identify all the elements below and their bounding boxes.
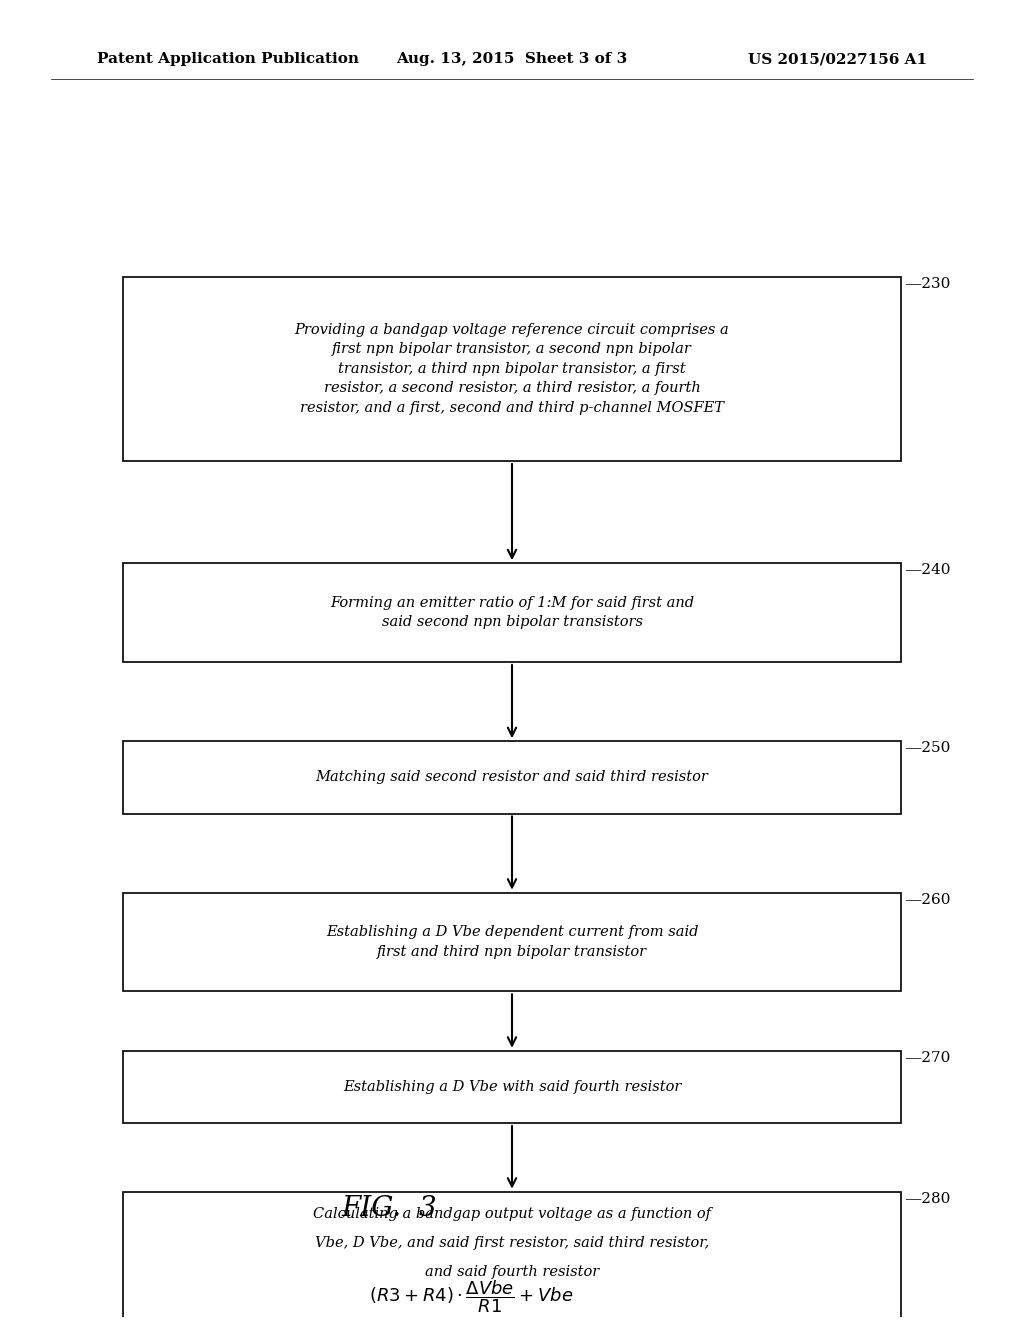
Text: Aug. 13, 2015  Sheet 3 of 3: Aug. 13, 2015 Sheet 3 of 3	[396, 53, 628, 66]
Text: ―270: ―270	[906, 1051, 950, 1065]
Text: Establishing a D Vbe with said fourth resistor: Establishing a D Vbe with said fourth re…	[343, 1080, 681, 1094]
Text: US 2015/0227156 A1: US 2015/0227156 A1	[748, 53, 927, 66]
FancyBboxPatch shape	[123, 741, 901, 813]
FancyBboxPatch shape	[123, 1192, 901, 1320]
Text: Establishing a D Vbe dependent current from said
first and third npn bipolar tra: Establishing a D Vbe dependent current f…	[326, 925, 698, 958]
Text: and said fourth resistor: and said fourth resistor	[425, 1266, 599, 1279]
Text: $(R3 + R4)\cdot\dfrac{\Delta Vbe}{R1} + Vbe$: $(R3 + R4)\cdot\dfrac{\Delta Vbe}{R1} + …	[369, 1279, 573, 1315]
Text: ―230: ―230	[906, 277, 950, 290]
FancyBboxPatch shape	[123, 564, 901, 663]
Text: Matching said second resistor and said third resistor: Matching said second resistor and said t…	[315, 771, 709, 784]
FancyBboxPatch shape	[123, 277, 901, 461]
FancyBboxPatch shape	[123, 1051, 901, 1123]
Text: Patent Application Publication: Patent Application Publication	[97, 53, 359, 66]
Text: FIG.  3: FIG. 3	[341, 1195, 437, 1221]
Text: Vbe, D Vbe, and said first resistor, said third resistor,: Vbe, D Vbe, and said first resistor, sai…	[314, 1237, 710, 1250]
Text: Calculating a bandgap output voltage as a function of: Calculating a bandgap output voltage as …	[313, 1208, 711, 1221]
FancyBboxPatch shape	[123, 892, 901, 991]
Text: ―280: ―280	[906, 1192, 950, 1205]
Text: ―240: ―240	[906, 564, 950, 577]
Text: Providing a bandgap voltage reference circuit comprises a
first npn bipolar tran: Providing a bandgap voltage reference ci…	[295, 323, 729, 414]
Text: ―250: ―250	[906, 741, 950, 755]
Text: Forming an emitter ratio of 1:M for said first and
said second npn bipolar trans: Forming an emitter ratio of 1:M for said…	[330, 595, 694, 630]
Text: ―260: ―260	[906, 892, 950, 907]
